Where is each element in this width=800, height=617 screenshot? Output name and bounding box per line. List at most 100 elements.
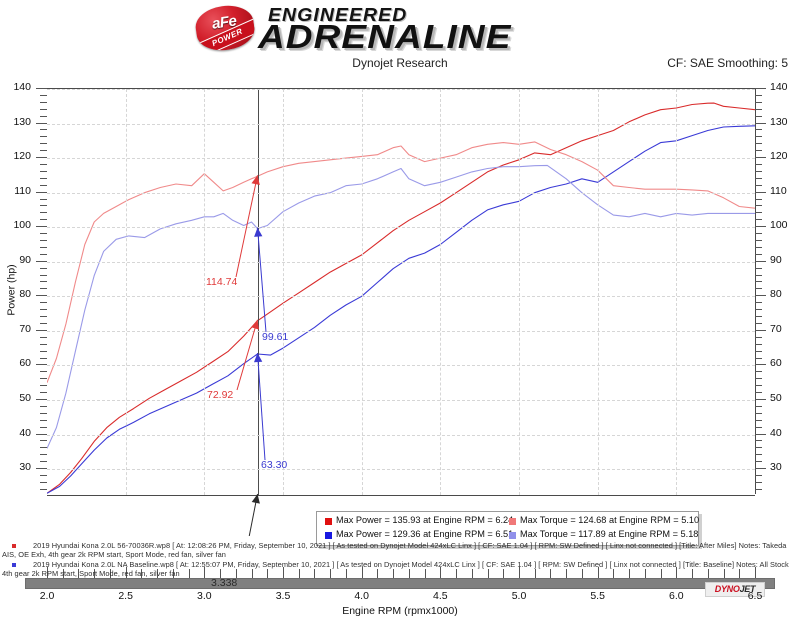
x-axis-minor-tick [644, 569, 646, 578]
y-axis-right-minor-tick [755, 150, 762, 152]
y-axis-left-tick [36, 191, 47, 193]
x-axis-tick [283, 567, 284, 578]
x-axis-minor-tick [629, 569, 631, 578]
y-axis-right-tick [755, 468, 766, 470]
torque-after-callout: 114.74 [206, 276, 238, 288]
y-axis-right-minor-tick [755, 281, 762, 283]
y-axis-right-tick-label: 100 [770, 219, 788, 232]
legend-color-swatch [325, 532, 332, 539]
x-axis-tick [755, 567, 756, 578]
correction-factor-label: CF: SAE Smoothing: 5 [667, 56, 788, 70]
y-axis-right-tick [755, 329, 766, 331]
y-axis-left-minor-tick [40, 101, 47, 103]
chart-legend: Max Power = 135.93 at Engine RPM = 6.24 M… [316, 511, 699, 546]
y-axis-left-minor-tick [40, 412, 47, 414]
run-bullet-marker [12, 544, 16, 548]
y-axis-right-tick [755, 122, 766, 124]
y-axis-right-tick-label: 120 [770, 150, 788, 163]
legend-color-swatch [509, 532, 516, 539]
y-axis-right-tick [755, 226, 766, 228]
y-axis-right-minor-tick [755, 405, 762, 407]
x-axis-minor-tick [94, 569, 96, 578]
x-axis-tick-label: 5.0 [511, 590, 527, 602]
y-axis-left-minor-tick [40, 392, 47, 394]
y-axis-right-tick [755, 433, 766, 435]
y-axis-right-tick-label: 40 [770, 426, 782, 439]
gridline-horizontal [47, 89, 755, 90]
x-axis-tick-label: 2.0 [39, 590, 55, 602]
y-axis-left-tick-label: 120 [13, 150, 31, 163]
y-axis-left-minor-tick [40, 419, 47, 421]
x-axis-minor-tick [141, 569, 143, 578]
gridline-horizontal [47, 399, 755, 401]
legend-color-swatch [509, 518, 516, 525]
gridline-vertical [361, 89, 363, 495]
y-axis-right-tick-label: 80 [770, 288, 782, 301]
y-axis-left-minor-tick [40, 212, 47, 214]
x-axis-minor-tick [408, 569, 410, 578]
y-axis-left-minor-tick [40, 108, 47, 110]
y-axis-right-minor-tick [755, 184, 762, 186]
y-axis-right-minor-tick [755, 267, 762, 269]
y-axis-left-tick [36, 329, 47, 331]
y-axis-left-minor-tick [40, 240, 47, 242]
y-axis-left-minor-tick [40, 274, 47, 276]
y-axis-left-minor-tick [40, 302, 47, 304]
y-axis-left-minor-tick [40, 281, 47, 283]
y-axis-right-minor-tick [755, 309, 762, 311]
y-axis-left-tick [36, 88, 47, 89]
x-axis-minor-tick [550, 569, 552, 578]
curve-power-baseline [47, 125, 755, 494]
y-axis-right-tick [755, 295, 766, 297]
x-axis-minor-tick [109, 569, 111, 578]
y-axis-right-minor-tick [755, 129, 762, 131]
gridline-horizontal [47, 469, 755, 471]
y-axis-left-minor-tick [40, 447, 47, 449]
x-axis-minor-tick [314, 569, 316, 578]
y-axis-right-minor-tick [755, 101, 762, 103]
y-axis-left-minor-tick [40, 143, 47, 145]
y-axis-right-tick-label: 50 [770, 391, 782, 404]
y-axis-left-minor-tick [40, 177, 47, 179]
y-axis-left-minor-tick [40, 357, 47, 359]
gridline-horizontal [47, 123, 755, 125]
y-axis-right-minor-tick [755, 316, 762, 318]
y-axis-left-minor-tick [40, 343, 47, 345]
y-axis-right-tick [755, 88, 766, 89]
y-axis-left-tick-label: 140 [13, 81, 31, 93]
y-axis-left-tick-label: 40 [19, 426, 31, 439]
legend-row: Max Power = 135.93 at Engine RPM = 6.24 M… [317, 515, 699, 529]
afe-power-badge-icon: aFe POWER [193, 2, 257, 54]
gridline-horizontal [47, 330, 755, 332]
x-axis-tick [204, 567, 206, 578]
power-after-callout: 72.92 [207, 389, 234, 401]
y-axis-left-minor-tick [40, 371, 47, 373]
y-axis-right-tick [755, 364, 766, 366]
x-axis-minor-tick [456, 569, 458, 578]
y-axis-right-minor-tick [755, 392, 762, 394]
gridline-vertical [676, 89, 678, 495]
y-axis-right-tick [755, 260, 766, 262]
y-axis-right-minor-tick [755, 198, 762, 200]
y-axis-left-minor-tick [40, 350, 47, 352]
y-axis-left-minor-tick [40, 461, 47, 463]
x-axis-tick-label: 5.5 [590, 590, 605, 602]
y-axis-left-minor-tick [40, 474, 47, 476]
legend-row: Max Power = 129.36 at Engine RPM = 6.51 M… [317, 529, 698, 543]
y-axis-right-tick [755, 157, 766, 159]
y-axis-right-minor-tick [755, 350, 762, 352]
gridline-horizontal [47, 434, 755, 436]
y-axis-right-minor-tick [755, 177, 762, 179]
y-axis-left-minor-tick [40, 129, 47, 131]
y-axis-right-minor-tick [755, 164, 762, 166]
y-axis-right-minor-tick [755, 336, 762, 338]
y-axis-right-tick-label: 90 [770, 253, 782, 266]
y-axis-left-minor-tick [40, 336, 47, 338]
y-axis-left-tick-label: 100 [13, 219, 31, 232]
dynojet-logo-red-text: DYNO [714, 584, 740, 594]
y-axis-left-tick [36, 364, 47, 366]
y-axis-right-minor-tick [755, 233, 762, 235]
cursor-callout: 3.338 [211, 577, 238, 589]
y-axis-right-minor-tick [755, 274, 762, 276]
y-axis-left-tick [36, 260, 47, 262]
